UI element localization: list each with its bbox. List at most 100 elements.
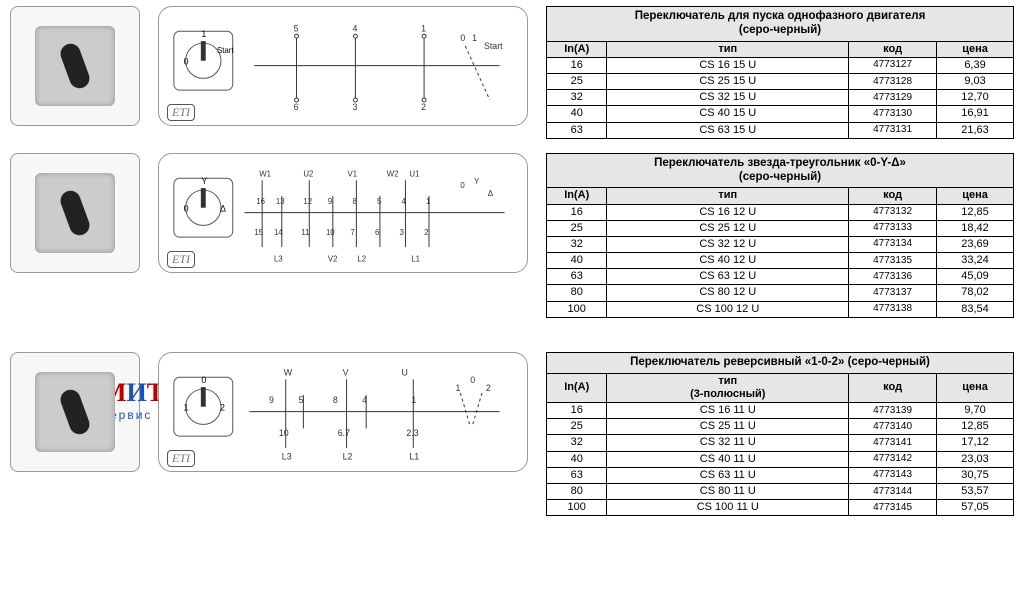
cell-code: 4773134 xyxy=(849,236,937,252)
table-title: Переключатель реверсивный «1-0-2» (серо-… xyxy=(547,352,1014,373)
svg-text:Y: Y xyxy=(202,176,208,186)
svg-text:W: W xyxy=(284,367,293,377)
cell-in: 32 xyxy=(547,90,607,106)
svg-text:2: 2 xyxy=(220,403,225,413)
cell-code: 4773127 xyxy=(849,57,937,73)
cell-type: CS 25 12 U xyxy=(607,220,849,236)
svg-text:3: 3 xyxy=(353,102,358,112)
table-body-2: 16CS 16 12 U477313212,8525CS 25 12 U4773… xyxy=(547,204,1014,317)
svg-text:1: 1 xyxy=(202,30,207,40)
product-row-3: 102 WVU 102 95841 106.72.3 L3L2L1 ETI Пе… xyxy=(10,352,1014,516)
cell-price: 53,57 xyxy=(937,483,1014,499)
cell-in: 25 xyxy=(547,220,607,236)
col-header-code: код xyxy=(849,373,937,402)
cell-code: 4773129 xyxy=(849,90,937,106)
col-header-in: In(A) xyxy=(547,373,607,402)
table-row: 63CS 63 12 U477313645,09 xyxy=(547,269,1014,285)
table-row: 25CS 25 15 U47731289,03 xyxy=(547,73,1014,89)
cell-price: 9,70 xyxy=(937,402,1014,418)
cell-price: 16,91 xyxy=(937,106,1014,122)
cell-price: 12,70 xyxy=(937,90,1014,106)
table-row: 16CS 16 11 U47731399,70 xyxy=(547,402,1014,418)
cell-type: CS 16 11 U xyxy=(607,402,849,418)
svg-text:L2: L2 xyxy=(343,452,353,462)
svg-text:9: 9 xyxy=(269,395,274,405)
svg-text:2.3: 2.3 xyxy=(407,428,419,438)
svg-text:6: 6 xyxy=(294,102,299,112)
cell-in: 25 xyxy=(547,419,607,435)
cell-code: 4773143 xyxy=(849,467,937,483)
svg-text:16: 16 xyxy=(257,197,266,206)
table-body-3: 16CS 16 11 U47731399,7025CS 25 11 U47731… xyxy=(547,402,1014,515)
svg-text:1: 1 xyxy=(473,33,478,43)
cell-code: 4773132 xyxy=(849,204,937,220)
svg-text:2: 2 xyxy=(486,383,491,393)
cell-code: 4773142 xyxy=(849,451,937,467)
cell-in: 40 xyxy=(547,253,607,269)
table-row: 100CS 100 12 U477313883,54 xyxy=(547,301,1014,317)
cell-price: 12,85 xyxy=(937,419,1014,435)
svg-text:5: 5 xyxy=(299,395,304,405)
svg-text:U2: U2 xyxy=(304,169,314,178)
cell-code: 4773138 xyxy=(849,301,937,317)
col-header-price: цена xyxy=(937,373,1014,402)
svg-text:L2: L2 xyxy=(358,255,367,264)
cell-type: CS 63 15 U xyxy=(607,122,849,138)
cell-price: 9,03 xyxy=(937,73,1014,89)
cell-type: CS 40 12 U xyxy=(607,253,849,269)
cell-in: 63 xyxy=(547,467,607,483)
svg-text:6: 6 xyxy=(375,228,380,237)
svg-text:9: 9 xyxy=(328,197,332,206)
svg-text:W2: W2 xyxy=(387,169,399,178)
product-row-1: 0 1 Start 541 01Start 632 ETI Переключат… xyxy=(10,6,1014,139)
switch-icon xyxy=(35,173,115,253)
product-photo-1 xyxy=(10,6,140,126)
cell-in: 80 xyxy=(547,483,607,499)
table-row: 80CS 80 12 U477313778,02 xyxy=(547,285,1014,301)
cell-in: 32 xyxy=(547,435,607,451)
cell-type: CS 25 11 U xyxy=(607,419,849,435)
table-row: 40CS 40 12 U477313533,24 xyxy=(547,253,1014,269)
table-row: 100CS 100 11 U477314557,05 xyxy=(547,500,1014,516)
cell-code: 4773130 xyxy=(849,106,937,122)
cell-type: CS 32 15 U xyxy=(607,90,849,106)
svg-text:Δ: Δ xyxy=(488,189,493,198)
product-photo-2 xyxy=(10,153,140,273)
cell-in: 100 xyxy=(547,500,607,516)
cell-code: 4773140 xyxy=(849,419,937,435)
table-row: 80CS 80 11 U477314453,57 xyxy=(547,483,1014,499)
svg-text:8: 8 xyxy=(333,395,338,405)
svg-text:U: U xyxy=(402,367,408,377)
cell-in: 16 xyxy=(547,402,607,418)
switch-icon xyxy=(35,26,115,106)
cell-type: CS 80 11 U xyxy=(607,483,849,499)
svg-text:13: 13 xyxy=(276,197,285,206)
product-row-2: 0YΔ W1U2V1W2U1 0YΔ 16131298541 151411107… xyxy=(10,153,1014,318)
svg-text:0: 0 xyxy=(184,57,189,67)
table-body-1: 16CS 16 15 U47731276,3925CS 25 15 U47731… xyxy=(547,57,1014,138)
cell-type: CS 16 12 U xyxy=(607,204,849,220)
cell-type: CS 63 11 U xyxy=(607,467,849,483)
svg-text:1: 1 xyxy=(421,24,426,34)
svg-text:V: V xyxy=(343,367,349,377)
brand-badge: ETI xyxy=(167,251,195,268)
col-header-price: цена xyxy=(937,41,1014,57)
cell-in: 100 xyxy=(547,301,607,317)
cell-price: 17,12 xyxy=(937,435,1014,451)
svg-text:V1: V1 xyxy=(348,169,358,178)
svg-text:0: 0 xyxy=(461,181,466,190)
table-title: Переключатель для пуска однофазного двиг… xyxy=(547,7,1014,42)
svg-text:L3: L3 xyxy=(274,255,283,264)
table-row: 63CS 63 15 U477313121,63 xyxy=(547,122,1014,138)
svg-text:2: 2 xyxy=(421,102,426,112)
cell-code: 4773128 xyxy=(849,73,937,89)
svg-text:1: 1 xyxy=(184,403,189,413)
svg-text:4: 4 xyxy=(353,24,358,34)
col-header-code: код xyxy=(849,41,937,57)
cell-price: 78,02 xyxy=(937,285,1014,301)
cell-price: 6,39 xyxy=(937,57,1014,73)
cell-code: 4773137 xyxy=(849,285,937,301)
svg-text:0: 0 xyxy=(184,204,189,214)
svg-text:1: 1 xyxy=(426,197,430,206)
cell-price: 33,24 xyxy=(937,253,1014,269)
